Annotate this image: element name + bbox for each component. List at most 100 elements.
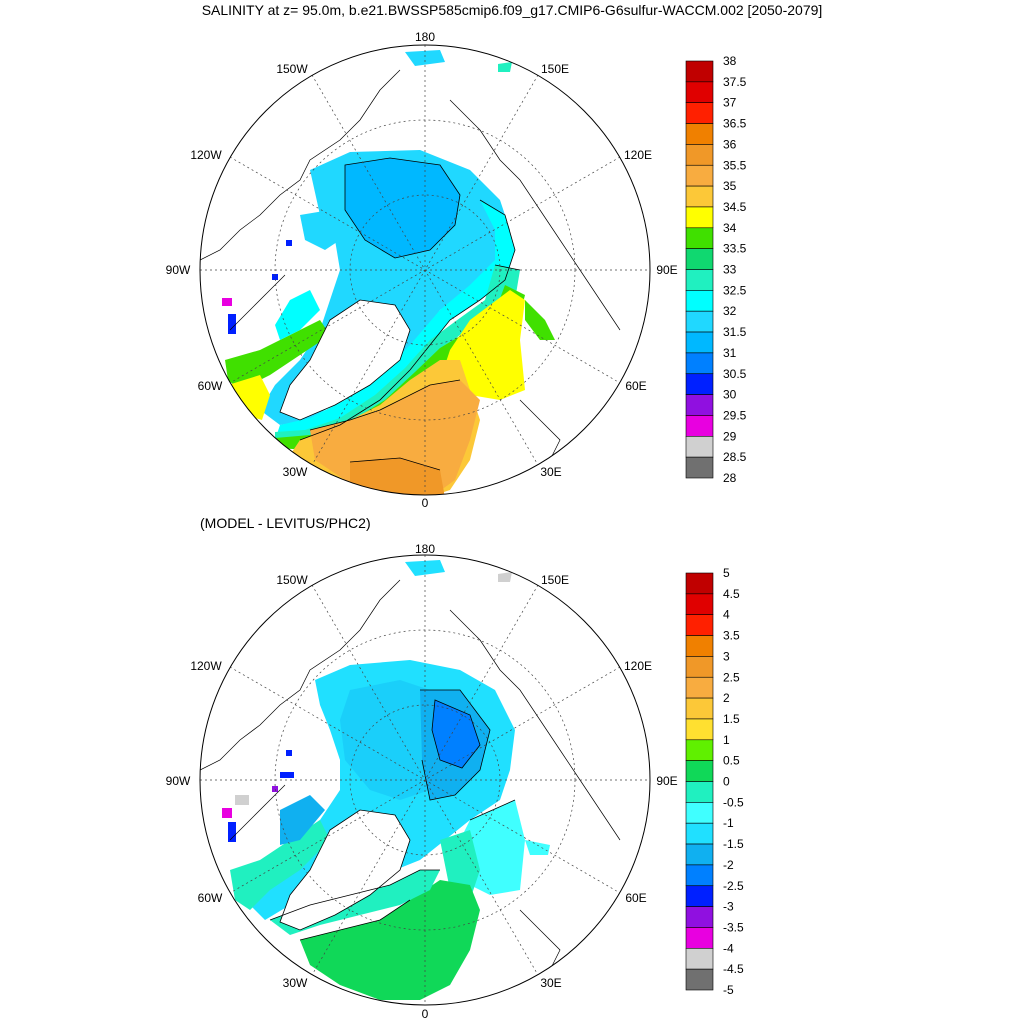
colorbar-label: 33	[723, 263, 737, 277]
colorbar-swatch	[685, 572, 714, 595]
colorbar-swatch	[685, 60, 714, 83]
colorbar-swatch	[685, 635, 714, 657]
colorbar-swatch	[685, 947, 714, 970]
lon-label-90w: 90W	[166, 774, 191, 788]
colorbar-swatch	[685, 968, 714, 991]
longitude-labels-top: 180 150W 150E 120W 120E 90W 90E 60W 60E …	[166, 30, 678, 510]
colorbar-label: 4.5	[723, 587, 740, 601]
lon-label-0: 0	[422, 496, 429, 510]
colorbar-label: -4	[723, 941, 734, 955]
map-boundary-top	[199, 44, 651, 496]
colorbar-swatch	[685, 593, 714, 615]
lon-label-150e: 150E	[541, 573, 569, 587]
colorbar-label: 33.5	[723, 242, 747, 256]
colorbar-label: -3	[723, 900, 734, 914]
colorbar-label: 30.5	[723, 367, 747, 381]
colorbar-label: 31.5	[723, 325, 747, 339]
lon-label-180: 180	[415, 542, 435, 556]
colorbar-swatch	[685, 269, 714, 291]
difference-field	[200, 555, 650, 1005]
colorbar-swatch	[685, 248, 714, 270]
colorbar-label: 31	[723, 346, 737, 360]
salinity-map: 180 150W 150E 120W 120E 90W 90E 60W 60E …	[166, 30, 678, 510]
colorbar-swatch	[685, 781, 714, 803]
colorbar-swatch	[685, 885, 714, 907]
lon-label-60w: 60W	[198, 379, 223, 393]
colorbar-swatch	[685, 415, 714, 437]
colorbar-label: 2.5	[723, 670, 740, 684]
colorbar-label: -5	[723, 983, 734, 997]
colorbar-swatch	[685, 331, 714, 354]
salinity-field	[200, 45, 650, 495]
colorbar-label: 0.5	[723, 754, 740, 768]
colorbar-swatch	[685, 144, 714, 166]
colorbar-label: 28	[723, 471, 737, 485]
colorbar-label: 5	[723, 566, 730, 580]
colorbar-swatch	[685, 102, 714, 124]
colorbar-label: 32.5	[723, 283, 747, 297]
colorbar-swatch	[685, 290, 714, 312]
colorbar-label: 29	[723, 429, 737, 443]
longitude-labels-bottom: 180 150W 150E 120W 120E 90W 90E 60W 60E …	[166, 542, 678, 1021]
lon-label-0: 0	[422, 1007, 429, 1021]
colorbar-label: 36	[723, 137, 737, 151]
colorbar-label: 32	[723, 304, 737, 318]
colorbar-label: 4	[723, 608, 730, 622]
colorbar-label: 1	[723, 733, 730, 747]
colorbar-swatch	[685, 394, 714, 416]
colorbar-label: 35.5	[723, 158, 747, 172]
colorbar-label: 35	[723, 179, 737, 193]
colorbar-swatch	[685, 164, 714, 187]
colorbar-swatch	[685, 310, 714, 333]
colorbar-swatch	[685, 123, 714, 145]
lon-label-120w: 120W	[190, 148, 222, 162]
colorbar-label: 34	[723, 221, 737, 235]
colorbar-swatch	[685, 802, 714, 824]
colorbar-label: -2	[723, 858, 734, 872]
lon-label-120e: 120E	[624, 148, 652, 162]
difference-map: 180 150W 150E 120W 120E 90W 90E 60W 60E …	[166, 542, 678, 1021]
colorbar-swatch	[685, 697, 714, 720]
lon-label-30e: 30E	[540, 976, 561, 990]
colorbar-label: 28.5	[723, 450, 747, 464]
colorbar-swatch	[685, 206, 714, 229]
colorbar-label: 36.5	[723, 117, 747, 131]
colorbar-label: 0	[723, 775, 730, 789]
lon-label-30e: 30E	[540, 465, 561, 479]
colorbar-label: -2.5	[723, 879, 744, 893]
colorbar-swatch	[685, 927, 714, 949]
colorbar-label: -3.5	[723, 920, 744, 934]
colorbar-swatch	[685, 185, 714, 208]
lon-label-90e: 90E	[656, 263, 677, 277]
lon-label-60w: 60W	[198, 891, 223, 905]
lon-label-150e: 150E	[541, 62, 569, 76]
colorbar-label: -1	[723, 816, 734, 830]
colorbar-swatch	[685, 373, 714, 395]
colorbar-label: 3.5	[723, 629, 740, 643]
lon-label-180: 180	[415, 30, 435, 44]
colorbar-label: 3	[723, 649, 730, 663]
colorbar-label: -1.5	[723, 837, 744, 851]
colorbar-label: -4.5	[723, 962, 744, 976]
lon-label-60e: 60E	[625, 379, 646, 393]
colorbar-swatch	[685, 718, 714, 741]
colorbar-label: -0.5	[723, 795, 744, 809]
salinity-colorbar: 38 37.5 37 36.5 36 35.5 35 34.5 34 33.5 33 32.5 32 31…	[685, 54, 747, 485]
colorbar-swatch	[685, 81, 714, 103]
colorbar-label: 38	[723, 54, 737, 68]
colorbar-swatch	[685, 843, 714, 866]
colorbar-label: 2	[723, 691, 730, 705]
colorbar-label: 34.5	[723, 200, 747, 214]
map-boundary-bottom	[199, 554, 651, 1006]
colorbar-swatch	[685, 739, 714, 761]
colorbar-swatch	[685, 227, 714, 249]
colorbar-label: 37.5	[723, 75, 747, 89]
colorbar-swatch	[685, 435, 714, 458]
colorbar-swatch	[685, 352, 714, 375]
colorbar-swatch	[685, 864, 714, 887]
lon-label-30w: 30W	[283, 465, 308, 479]
lon-label-120w: 120W	[190, 659, 222, 673]
colorbar-swatch	[685, 614, 714, 636]
difference-colorbar: 5 4.5 4 3.5 3 2.5 2 1.5 1 0.5 0 -0.5 -1 -1.5 -2 -2.5 -3 -…	[685, 566, 744, 997]
